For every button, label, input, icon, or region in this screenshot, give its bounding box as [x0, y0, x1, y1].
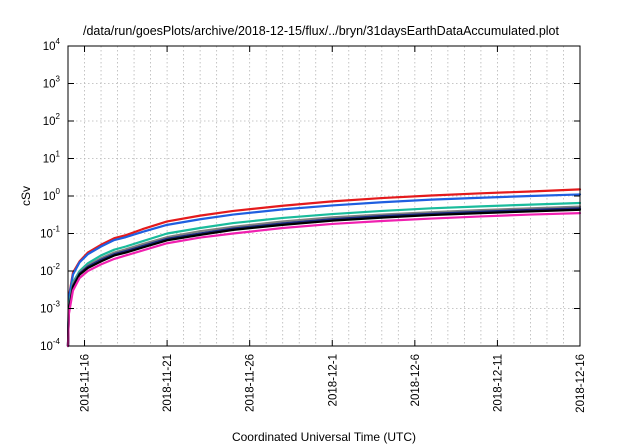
y-axis-label: cSv [19, 186, 33, 206]
grid-layer [68, 46, 580, 346]
tick-layer: 2018-11-16 2018-11-21 2018-11-26 2018-12-1 2… [40, 37, 587, 413]
x-tick-label: 2018-12-1 [327, 354, 339, 406]
x-tick-label: 2018-12-6 [410, 354, 422, 406]
y-tick-label: 103 [43, 75, 61, 91]
series-layer [66, 188, 582, 348]
x-tick-label: 2018-11-26 [245, 354, 257, 412]
y-tick-label: 104 [43, 37, 61, 53]
y-tick-label: 10-4 [40, 337, 60, 353]
y-tick-label: 100 [43, 187, 61, 203]
x-tick-label: 2018-11-21 [162, 354, 174, 412]
x-axis-label: Coordinated Universal Time (UTC) [232, 430, 416, 444]
series-line-7 [66, 212, 582, 348]
series-line-3 [66, 201, 582, 348]
y-tick-label: 10-2 [40, 262, 60, 278]
series-line-6 [66, 208, 582, 348]
x-tick-label: 2018-11-16 [80, 354, 92, 412]
y-tick-label: 101 [43, 150, 61, 166]
chart-title: /data/run/goesPlots/archive/2018-12-15/f… [83, 24, 559, 38]
y-tick-label: 10-1 [40, 225, 60, 241]
x-tick-label: 2018-12-11 [492, 354, 504, 412]
x-tick-label: 2018-12-16 [575, 354, 587, 413]
series-line-2 [66, 193, 582, 348]
y-tick-label: 102 [43, 112, 61, 128]
y-tick-label: 10-3 [40, 300, 60, 316]
